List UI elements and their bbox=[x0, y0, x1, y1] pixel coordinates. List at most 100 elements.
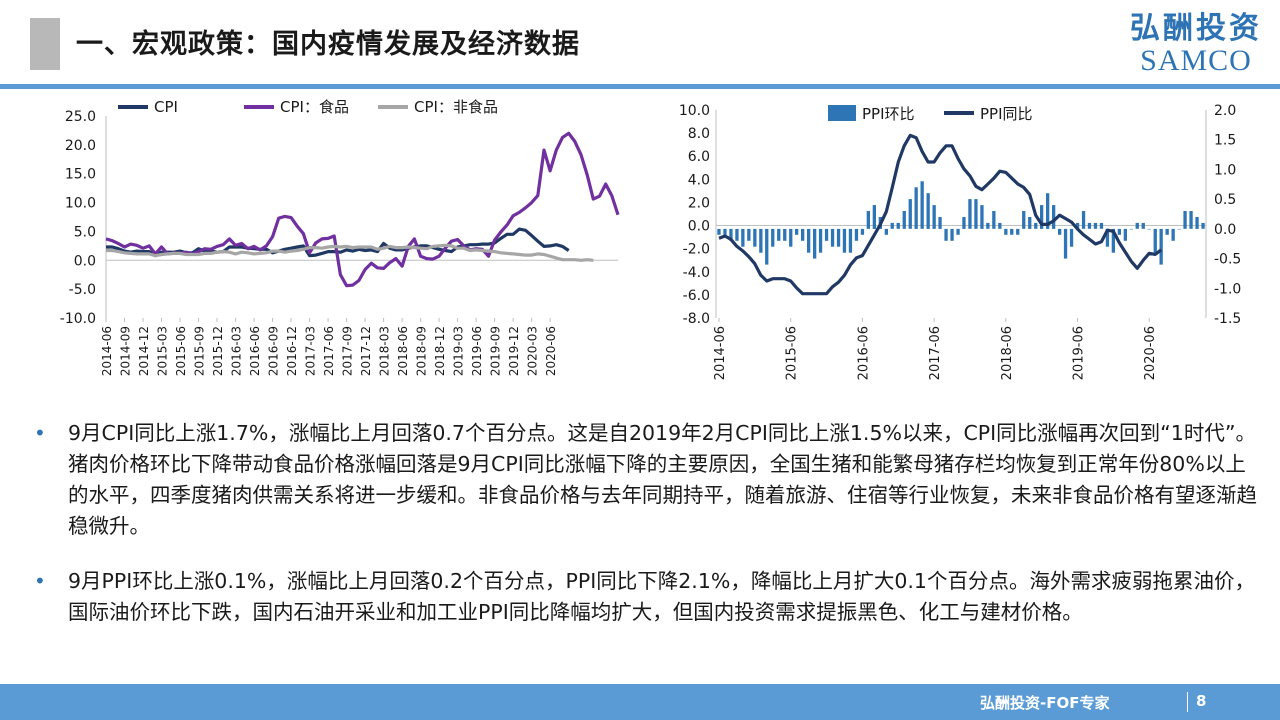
ppi-bar bbox=[980, 205, 984, 229]
ppi-bar bbox=[836, 228, 841, 247]
bullet-cpi-text: 9月CPI同比上涨1.7%，涨幅比上月回落0.7个百分点。这是自2019年2月C… bbox=[68, 421, 1257, 538]
bullet-dot: • bbox=[34, 421, 46, 445]
ppi-bar bbox=[992, 211, 996, 229]
cpi-series-line-2 bbox=[106, 243, 594, 262]
ppi-bar bbox=[932, 205, 936, 229]
ppi-bar bbox=[1099, 222, 1104, 229]
ppi-bar bbox=[777, 228, 781, 241]
ppi-bar bbox=[1040, 205, 1044, 229]
ppi-bar bbox=[962, 217, 966, 229]
bullet-ppi-text: 9月PPI环比上涨0.1%，涨幅比上月回落0.2个百分点，PPI同比下降2.1%… bbox=[68, 569, 1255, 624]
ppi-bar bbox=[908, 199, 912, 229]
ppi-bar bbox=[1135, 222, 1139, 229]
cpi-y-tick-label: 15.0 bbox=[65, 167, 96, 183]
ppi-legend-bar-label: PPI环比 bbox=[862, 105, 915, 123]
ppi-bar bbox=[824, 228, 829, 241]
ppi-combo-chart: 10.0 8.0 6.0 4.0 2.0 0.0 -2.0 -4.0 -6.0 -8.0 2.0 1.… bbox=[679, 103, 1242, 380]
ppi-bar bbox=[1165, 228, 1169, 235]
ppi-bar bbox=[783, 228, 787, 241]
cpi-x-tick-label: 2016-09 bbox=[267, 326, 281, 376]
ppi-right-tick-label: -1.0 bbox=[1214, 281, 1241, 297]
cpi-x-tick-label: 2020-06 bbox=[544, 326, 558, 376]
cpi-y-tick-label: -5.0 bbox=[69, 282, 96, 298]
company-logo: 弘酬投资 SAMCO bbox=[1130, 12, 1262, 76]
ppi-bar bbox=[807, 228, 811, 253]
cpi-y-tick-label: 10.0 bbox=[65, 196, 96, 212]
ppi-bar bbox=[1004, 228, 1008, 235]
ppi-legend-bar-swatch bbox=[828, 105, 856, 121]
ppi-bar bbox=[944, 228, 948, 241]
ppi-left-tick-label: -4.0 bbox=[683, 265, 710, 281]
ppi-x-tick-label: 2017-06 bbox=[928, 326, 943, 380]
ppi-bar bbox=[848, 228, 853, 253]
ppi-legend-line-label: PPI同比 bbox=[980, 105, 1033, 123]
ppi-right-tick-label: 0.0 bbox=[1214, 222, 1236, 238]
ppi-bar bbox=[735, 228, 739, 241]
ppi-x-tick-label: 2019-06 bbox=[1072, 326, 1087, 380]
ppi-bar bbox=[813, 228, 817, 259]
ppi-bar bbox=[717, 228, 721, 235]
cpi-x-tick-label: 2015-12 bbox=[211, 326, 225, 376]
ppi-left-tick-label: 0.0 bbox=[688, 219, 710, 235]
ppi-bar bbox=[1189, 211, 1193, 229]
ppi-x-tick-label: 2018-06 bbox=[1000, 326, 1015, 380]
cpi-x-tick-label: 2015-06 bbox=[174, 326, 188, 376]
ppi-bar bbox=[920, 181, 924, 229]
ppi-bar bbox=[884, 228, 888, 235]
cpi-y-tick-label: 25.0 bbox=[65, 109, 96, 125]
title-accent-bar bbox=[30, 18, 60, 70]
ppi-bar bbox=[1183, 211, 1187, 229]
ppi-left-tick-label: -2.0 bbox=[683, 242, 710, 258]
cpi-legend-label-1: CPI：食品 bbox=[280, 98, 349, 116]
cpi-x-tick-label: 2018-09 bbox=[415, 326, 429, 376]
logo-english: SAMCO bbox=[1140, 44, 1252, 77]
cpi-x-tick-label: 2018-03 bbox=[378, 326, 392, 376]
ppi-bar bbox=[1111, 228, 1115, 253]
ppi-bar bbox=[723, 228, 727, 235]
cpi-x-tick-label: 2017-12 bbox=[359, 326, 373, 376]
ppi-bar bbox=[926, 193, 930, 229]
ppi-x-tick-label: 2015-06 bbox=[785, 326, 800, 380]
ppi-bar bbox=[765, 228, 769, 265]
ppi-bar bbox=[1081, 211, 1086, 229]
ppi-bar bbox=[968, 199, 972, 229]
ppi-bar bbox=[1028, 217, 1032, 229]
ppi-right-tick-label: -0.5 bbox=[1214, 252, 1241, 268]
ppi-bar bbox=[1022, 211, 1026, 229]
ppi-bar bbox=[956, 228, 960, 235]
ppi-x-tick-label: 2016-06 bbox=[856, 326, 871, 380]
ppi-bar bbox=[1046, 193, 1050, 229]
ppi-bar bbox=[1069, 228, 1074, 247]
cpi-x-tick-label: 2016-03 bbox=[230, 326, 244, 376]
ppi-bar bbox=[771, 228, 775, 247]
ppi-x-tick-label: 2020-06 bbox=[1143, 326, 1158, 380]
cpi-x-tick-label: 2016-06 bbox=[248, 326, 262, 376]
ppi-bar bbox=[1195, 217, 1199, 229]
cpi-y-tick-label: 5.0 bbox=[74, 224, 96, 240]
ppi-bar bbox=[986, 222, 990, 229]
ppi-bar bbox=[729, 228, 733, 241]
page-number: 8 bbox=[1196, 692, 1207, 710]
ppi-x-tick-label: 2014-06 bbox=[713, 326, 728, 380]
cpi-x-tick-label: 2017-03 bbox=[304, 326, 318, 376]
ppi-bar bbox=[741, 228, 745, 247]
cpi-x-tick-label: 2014-06 bbox=[100, 326, 114, 376]
cpi-series-line-1 bbox=[105, 131, 620, 288]
ppi-yoy-line bbox=[718, 133, 1163, 296]
ppi-bar bbox=[1052, 205, 1056, 229]
cpi-x-tick-label: 2019-12 bbox=[507, 326, 521, 376]
ppi-left-tick-label: -6.0 bbox=[683, 288, 710, 304]
ppi-bar bbox=[890, 222, 894, 229]
ppi-bar bbox=[974, 199, 978, 229]
ppi-left-tick-label: 10.0 bbox=[679, 103, 710, 119]
cpi-x-tick-label: 2019-03 bbox=[452, 326, 466, 376]
ppi-left-tick-label: 2.0 bbox=[688, 195, 710, 211]
ppi-left-tick-label: 8.0 bbox=[688, 126, 710, 142]
ppi-bar bbox=[1016, 228, 1020, 235]
ppi-bar bbox=[902, 211, 906, 229]
ppi-bar bbox=[753, 228, 757, 247]
ppi-bar bbox=[1159, 228, 1163, 265]
ppi-bar bbox=[747, 228, 751, 241]
ppi-bar bbox=[1063, 228, 1068, 259]
cpi-x-tick-label: 2016-12 bbox=[285, 326, 299, 376]
